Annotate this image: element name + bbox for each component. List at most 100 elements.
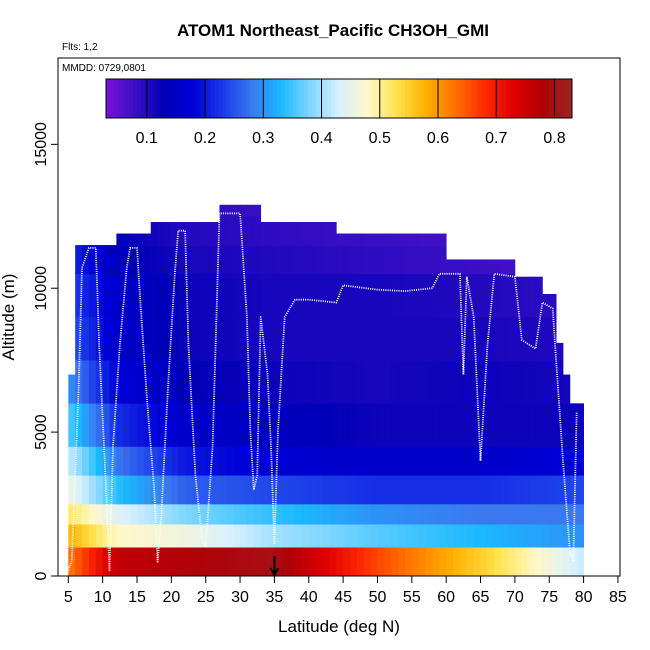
heatmap-cell	[164, 446, 172, 476]
heatmap-cell	[130, 245, 138, 275]
heatmap-cell	[487, 524, 495, 548]
heatmap-cell	[439, 547, 447, 577]
heatmap-cell	[95, 360, 104, 404]
heatmap-cell	[88, 360, 97, 404]
heatmap-cell	[130, 317, 138, 361]
heatmap-cell	[508, 547, 516, 577]
heatmap-cell	[102, 446, 110, 476]
heatmap-cell	[109, 273, 117, 318]
date-note: MMDD: 0729,0801	[62, 63, 146, 74]
heatmap-cell	[480, 547, 488, 577]
heatmap-cell	[556, 475, 564, 505]
heatmap-cell	[143, 317, 152, 361]
heatmap-cell	[363, 233, 371, 246]
heatmap-cell	[82, 273, 90, 318]
heatmap-cell	[82, 317, 90, 361]
heatmap-cell	[240, 504, 248, 525]
heatmap-cell	[137, 317, 145, 361]
heatmap-cell	[501, 475, 509, 505]
heatmap-cell	[205, 475, 213, 505]
heatmap-cell	[150, 524, 159, 548]
heatmap-cell	[267, 245, 275, 275]
heatmap-cell	[191, 273, 200, 318]
heatmap-cell	[508, 317, 516, 361]
heatmap-cell	[459, 273, 468, 318]
heatmap-cell	[569, 475, 578, 505]
heatmap-cell	[301, 475, 310, 505]
heatmap-cell	[178, 360, 186, 404]
heatmap-cell	[446, 360, 454, 404]
heatmap-cell	[233, 216, 241, 246]
colorbar-swatch	[222, 79, 227, 118]
heatmap-cell	[88, 524, 97, 548]
heatmap-cell	[295, 475, 303, 505]
heatmap-cell	[370, 245, 378, 275]
heatmap-cell	[274, 222, 282, 246]
heatmap-cell	[363, 547, 371, 577]
heatmap-cell	[150, 245, 159, 275]
heatmap-cell	[171, 222, 179, 246]
x-tick-label: 5	[64, 589, 73, 606]
colorbar-tick-label: 0.5	[369, 130, 391, 147]
heatmap-cell	[267, 403, 275, 447]
heatmap-cell	[384, 524, 392, 548]
heatmap-cell	[521, 446, 530, 476]
heatmap-cell	[315, 245, 323, 275]
x-axis-label: Latitude (deg N)	[278, 617, 400, 636]
heatmap-cell	[487, 273, 495, 318]
heatmap-cell	[301, 504, 310, 525]
heatmap-cell	[164, 524, 172, 548]
heatmap-cell	[322, 524, 330, 548]
heatmap-cell	[109, 524, 117, 548]
heatmap-cell	[143, 245, 152, 275]
heatmap-cell	[109, 403, 117, 447]
heatmap-cell	[322, 222, 330, 246]
heatmap-cell	[528, 547, 536, 577]
heatmap-cell	[288, 475, 296, 505]
heatmap-cell	[191, 222, 200, 246]
heatmap-cell	[322, 547, 330, 577]
heatmap-cell	[185, 524, 193, 548]
colorbar-swatch	[544, 79, 550, 118]
heatmap-cell	[343, 403, 351, 447]
heatmap-cell	[295, 245, 303, 275]
heatmap-cell	[164, 273, 172, 318]
heatmap-cell	[425, 547, 433, 577]
colorbar-swatch	[257, 79, 262, 118]
heatmap-cell	[439, 273, 447, 318]
heatmap-cell	[487, 446, 495, 476]
heatmap-cell	[535, 446, 543, 476]
colorbar-tick-label: 0.8	[543, 130, 565, 147]
heatmap-cell	[150, 360, 159, 404]
heatmap-cell	[487, 403, 495, 447]
heatmap-cell	[164, 504, 172, 525]
colorbar-swatch	[405, 79, 410, 118]
colorbar-swatch	[245, 79, 251, 118]
heatmap-cell	[432, 245, 440, 275]
heatmap-cell	[274, 360, 282, 404]
heatmap-cells	[68, 204, 584, 577]
heatmap-cell	[240, 273, 248, 318]
heatmap-cell	[301, 360, 310, 404]
heatmap-cell	[198, 547, 207, 577]
heatmap-cell	[191, 524, 200, 548]
heatmap-cell	[308, 245, 317, 275]
heatmap-cell	[68, 374, 76, 404]
heatmap-cell	[459, 446, 468, 476]
colorbar-swatch	[471, 79, 476, 118]
heatmap-cell	[411, 475, 420, 505]
heatmap-cell	[501, 403, 509, 447]
heatmap-cell	[219, 273, 227, 318]
x-tick-label: 55	[403, 589, 421, 606]
heatmap-cell	[501, 547, 509, 577]
heatmap-cell	[288, 360, 296, 404]
colorbar-swatch	[226, 79, 231, 118]
heatmap-cell	[404, 547, 413, 577]
heatmap-cell	[88, 403, 97, 447]
heatmap-cell	[356, 360, 365, 404]
heatmap-cell	[556, 524, 564, 548]
colorbar-swatch	[327, 79, 332, 118]
heatmap-cell	[411, 233, 420, 246]
heatmap-cell	[143, 273, 152, 318]
heatmap-cell	[363, 245, 371, 275]
